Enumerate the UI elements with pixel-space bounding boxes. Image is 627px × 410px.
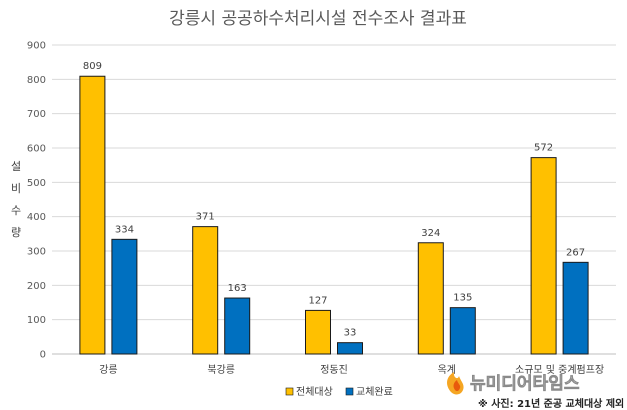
y-tick-label: 800 — [27, 75, 46, 86]
watermark: 뉴미디어타임스 — [447, 372, 580, 395]
bar-replaced — [224, 297, 251, 355]
data-labels: 809 334 371 163 127 33 324 135 572 267 — [83, 61, 585, 338]
y-tick-label: 600 — [27, 144, 46, 155]
y-axis-label-char: 설 — [11, 160, 21, 173]
data-label: 163 — [228, 283, 247, 294]
gridlines — [52, 44, 616, 355]
data-label: 809 — [83, 61, 102, 72]
bar-replaced — [449, 307, 476, 355]
photo-caption: ※ 사진: 21년 준공 교체대상 제외 — [478, 397, 624, 410]
legend-item: 전체대상 — [285, 386, 333, 398]
flame-logo-icon — [447, 372, 464, 395]
legend-item: 교체완료 — [345, 386, 393, 398]
category-label: 정동진 — [320, 364, 348, 376]
watermark-text: 뉴미디어타임스 — [470, 373, 580, 394]
bars — [79, 75, 589, 355]
data-label: 572 — [534, 143, 553, 154]
legend-swatch — [285, 387, 294, 396]
data-label: 371 — [196, 212, 215, 223]
y-tick-label: 500 — [27, 178, 46, 189]
bar-total — [192, 226, 219, 355]
bar-total — [305, 309, 331, 355]
y-tick-label: 200 — [27, 281, 46, 292]
y-axis-label-char: 량 — [11, 226, 21, 239]
x-axis-categories: 강릉 북강릉 정동진 옥계 소규모 및 중계펌프장 — [99, 364, 604, 376]
y-axis-ticks: 0 100 200 300 400 500 600 700 800 900 — [27, 41, 46, 361]
data-label: 127 — [308, 295, 327, 306]
y-tick-label: 900 — [27, 41, 46, 52]
bar-replaced — [337, 342, 363, 355]
bar-replaced — [111, 238, 138, 355]
data-label: 267 — [566, 247, 585, 258]
data-label: 324 — [421, 228, 440, 239]
y-tick-label: 700 — [27, 109, 46, 120]
bar-replaced — [562, 261, 589, 355]
legend-label: 전체대상 — [296, 386, 333, 398]
category-label: 강릉 — [99, 364, 117, 376]
bar-total — [530, 157, 557, 355]
legend-label: 교체완료 — [356, 386, 393, 398]
bar-total — [417, 242, 444, 355]
category-label: 북강릉 — [207, 364, 235, 376]
y-tick-label: 400 — [27, 212, 46, 223]
y-tick-label: 300 — [27, 247, 46, 258]
data-label: 135 — [453, 293, 472, 304]
category-label: 옥계 — [438, 364, 456, 376]
data-label: 33 — [344, 328, 357, 339]
y-axis-label-char: 비 — [11, 182, 21, 195]
bar-total — [79, 75, 106, 355]
category-label: 소규모 및 중계펌프장 — [515, 364, 604, 376]
legend-swatch — [345, 387, 354, 396]
y-axis-label-char: 수 — [11, 204, 21, 217]
y-tick-label: 100 — [27, 315, 46, 326]
data-label: 334 — [115, 224, 134, 235]
y-tick-label: 0 — [40, 350, 46, 361]
chart-title: 강릉시 공공하수처리시설 전수조사 결과표 — [169, 9, 467, 29]
legend: 전체대상 교체완료 — [285, 386, 393, 398]
